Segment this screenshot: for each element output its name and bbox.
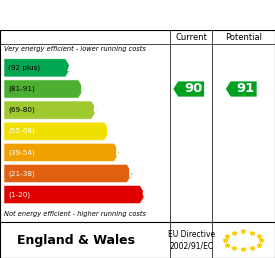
- Text: C: C: [92, 104, 101, 117]
- Polygon shape: [4, 59, 71, 77]
- Text: England & Wales: England & Wales: [18, 234, 136, 247]
- Polygon shape: [173, 81, 204, 96]
- Text: G: G: [141, 188, 151, 201]
- Text: E: E: [115, 146, 123, 159]
- Polygon shape: [4, 122, 110, 140]
- Text: A: A: [67, 61, 76, 74]
- Text: (21-38): (21-38): [8, 170, 35, 177]
- Text: B: B: [79, 83, 89, 95]
- Text: (39-54): (39-54): [8, 149, 35, 156]
- Text: EU Directive
2002/91/EC: EU Directive 2002/91/EC: [167, 230, 215, 251]
- Polygon shape: [4, 80, 84, 98]
- Text: D: D: [105, 125, 115, 138]
- Text: 90: 90: [184, 83, 202, 95]
- Polygon shape: [4, 186, 145, 204]
- Text: Current: Current: [175, 33, 207, 42]
- Text: (69-80): (69-80): [8, 107, 35, 113]
- Text: Potential: Potential: [225, 33, 262, 42]
- Text: Energy Efficiency Rating: Energy Efficiency Rating: [8, 8, 210, 23]
- Text: (92 plus): (92 plus): [8, 64, 40, 71]
- Polygon shape: [4, 101, 97, 119]
- Text: Not energy efficient - higher running costs: Not energy efficient - higher running co…: [4, 211, 146, 217]
- Text: (55-68): (55-68): [8, 128, 35, 134]
- Text: (81-91): (81-91): [8, 86, 35, 92]
- Polygon shape: [226, 81, 257, 96]
- Polygon shape: [4, 143, 120, 162]
- Text: (1-20): (1-20): [8, 191, 30, 198]
- Text: Very energy efficient - lower running costs: Very energy efficient - lower running co…: [4, 46, 146, 52]
- Text: F: F: [128, 167, 136, 180]
- Text: 91: 91: [236, 83, 255, 95]
- Polygon shape: [4, 164, 133, 182]
